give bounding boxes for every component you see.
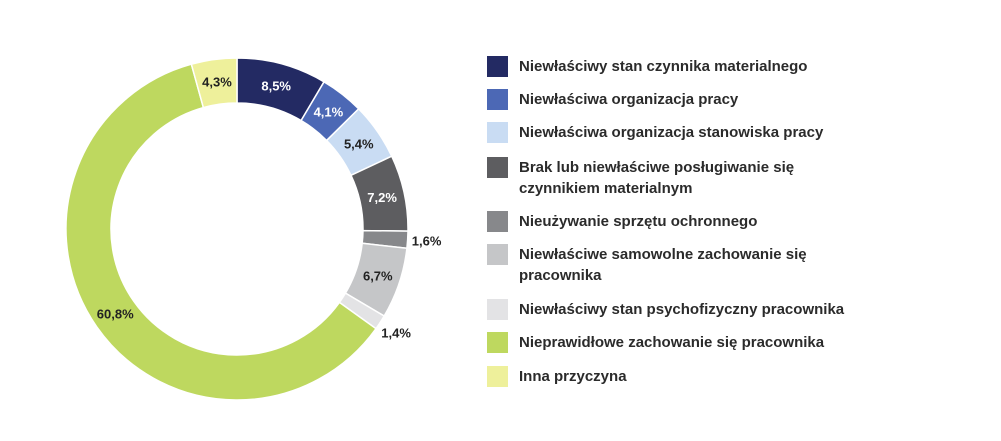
legend: Niewłaściwy stan czynnika materialnego Ni… — [487, 56, 987, 387]
legend-label-line: Niewłaściwy stan psychofizyczny pracowni… — [519, 301, 845, 318]
legend-item-organizacja-pracy: Niewłaściwa organizacja pracy — [487, 89, 987, 110]
legend-label-line: Brak lub niewłaściwe posługiwanie się — [519, 159, 795, 176]
legend-swatch — [487, 366, 508, 387]
legend-label: Brak lub niewłaściwe posługiwanie się czy… — [519, 157, 794, 199]
legend-swatch — [487, 56, 508, 77]
legend-swatch — [487, 157, 508, 178]
slice-label-samowolne-zachowanie: 6,7% — [363, 269, 393, 284]
legend-label: Nieprawidłowe zachowanie się pracownika — [519, 332, 824, 353]
legend-label: Niewłaściwa organizacja pracy — [519, 89, 738, 110]
slice-label-stan-czynnika: 8,5% — [261, 78, 291, 93]
legend-label: Niewłaściwe samowolne zachowanie się prac… — [519, 244, 807, 286]
legend-swatch — [487, 299, 508, 320]
slice-label-organizacja-stanowiska: 5,4% — [344, 136, 374, 151]
legend-label: Niewłaściwy stan psychofizyczny pracowni… — [519, 299, 844, 320]
legend-item-samowolne-zachowanie: Niewłaściwe samowolne zachowanie się prac… — [487, 244, 987, 286]
legend-item-inna-przyczyna: Inna przyczyna — [487, 366, 987, 387]
slice-label-organizacja-pracy: 4,1% — [314, 104, 344, 119]
slice-label-stan-psychofizyczny: 1,4% — [381, 325, 411, 340]
legend-label: Niewłaściwy stan czynnika materialnego — [519, 56, 807, 77]
legend-label: Inna przyczyna — [519, 366, 627, 387]
legend-item-nieprawidlowe-zachowanie: Nieprawidłowe zachowanie się pracownika — [487, 332, 987, 353]
legend-label-line: Niewłaściwy stan czynnika materialnego — [519, 58, 808, 75]
legend-item-sprzet-ochronny: Nieużywanie sprzętu ochronnego — [487, 211, 987, 232]
slice-label-poslugiwanie-czynnikiem: 7,2% — [367, 190, 397, 205]
legend-label-line: pracownika — [519, 267, 602, 284]
legend-item-stan-psychofizyczny: Niewłaściwy stan psychofizyczny pracowni… — [487, 299, 987, 320]
slice-nieprawidlowe-zachowanie — [65, 63, 378, 401]
legend-swatch — [487, 211, 508, 232]
legend-item-stan-czynnika: Niewłaściwy stan czynnika materialnego — [487, 56, 987, 77]
legend-label-line: Nieprawidłowe zachowanie się pracownika — [519, 334, 825, 351]
legend-item-organizacja-stanowiska: Niewłaściwa organizacja stanowiska pracy — [487, 122, 987, 143]
legend-label-line: Nieużywanie sprzętu ochronnego — [519, 213, 758, 230]
legend-label-line: Niewłaściwa organizacja pracy — [519, 91, 739, 108]
legend-label-line: czynnikiem materialnym — [519, 180, 693, 197]
legend-item-poslugiwanie-czynnikiem: Brak lub niewłaściwe posługiwanie się czy… — [487, 157, 987, 199]
slice-label-nieprawidlowe-zachowanie: 60,8% — [97, 307, 134, 322]
legend-swatch — [487, 244, 508, 265]
donut-chart: 8,5% 4,1% 5,4% 7,2% 1,6% 6,7% 1,4% 60,8% 4,3% — [0, 0, 480, 441]
legend-label-line: Niewłaściwe samowolne zachowanie się — [519, 246, 807, 263]
donut-svg: 8,5% 4,1% 5,4% 7,2% 1,6% 6,7% 1,4% 60,8% 4,3% — [65, 57, 442, 401]
slice-label-inna-przyczyna: 4,3% — [202, 74, 232, 89]
legend-swatch — [487, 89, 508, 110]
legend-swatch — [487, 332, 508, 353]
slice-label-sprzet-ochronny: 1,6% — [412, 233, 442, 248]
legend-label-line: Niewłaściwa organizacja stanowiska pracy — [519, 124, 824, 141]
legend-label: Nieużywanie sprzętu ochronnego — [519, 211, 757, 232]
legend-label: Niewłaściwa organizacja stanowiska pracy — [519, 122, 823, 143]
legend-swatch — [487, 122, 508, 143]
legend-label-line: Inna przyczyna — [519, 368, 627, 385]
slice-inna-przyczyna — [190, 57, 238, 109]
